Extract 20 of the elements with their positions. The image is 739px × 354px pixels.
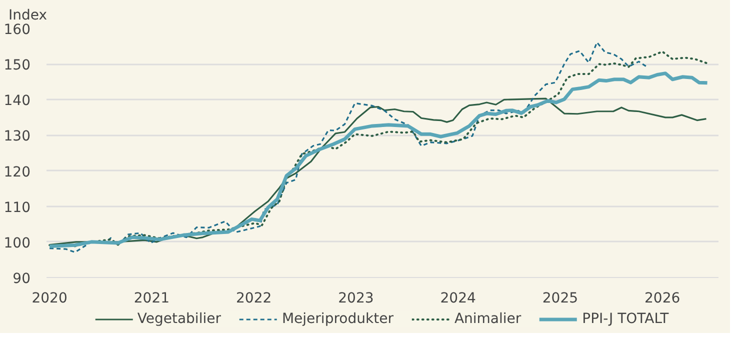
y-tick-label: 160	[4, 22, 31, 38]
legend-label: Mejeriprodukter	[282, 311, 394, 327]
legend-label: Vegetabilier	[137, 311, 221, 327]
x-tick-label: 2024	[440, 290, 476, 306]
y-tick-label: 150	[4, 58, 31, 74]
legend-label: PPI-J TOTALT	[582, 311, 669, 327]
y-tick-label: 140	[4, 93, 31, 110]
y-tick-label: 110	[4, 200, 31, 216]
x-tick-label: 2026	[644, 290, 680, 306]
x-tick-label: 2023	[338, 290, 374, 306]
y-tick-label: 130	[4, 128, 31, 145]
y-tick-label: 90	[12, 271, 31, 287]
y-tick-label: 120	[4, 164, 31, 180]
y-axis-title: Index	[8, 8, 48, 24]
x-tick-label: 2025	[542, 290, 578, 306]
legend-label: Animalier	[454, 311, 522, 327]
x-tick-label: 2022	[236, 290, 272, 306]
x-tick-label: 2020	[32, 290, 68, 306]
x-tick-label: 2021	[134, 290, 170, 306]
y-tick-label: 100	[4, 235, 31, 252]
